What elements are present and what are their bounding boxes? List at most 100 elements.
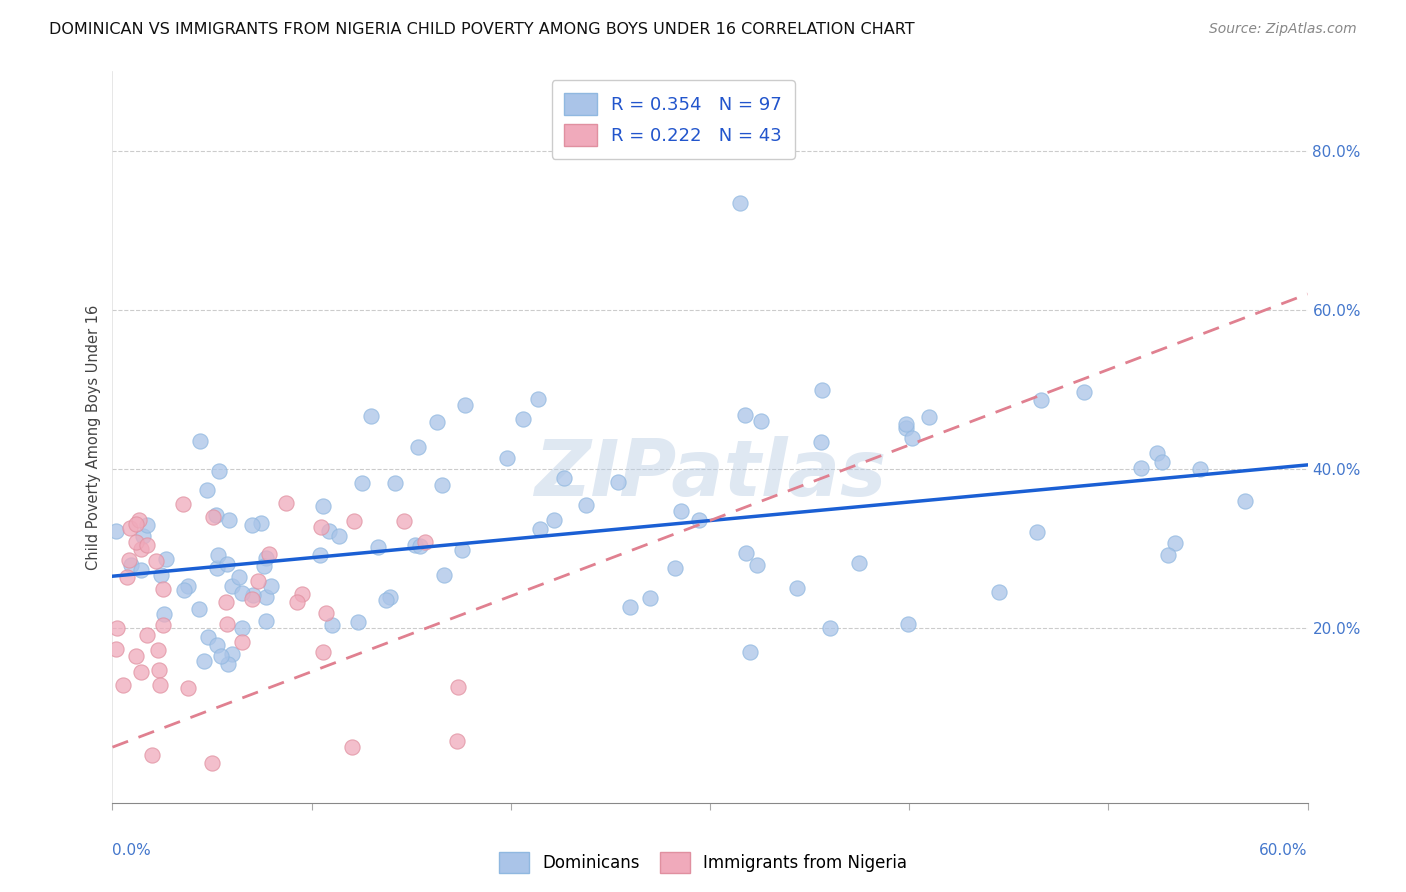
- Point: [153, 607, 176, 622]
- Legend: R = 0.354   N = 97, R = 0.222   N = 43: R = 0.354 N = 97, R = 0.222 N = 43: [551, 80, 794, 159]
- Point: [228, 570, 250, 584]
- Point: [312, 500, 335, 514]
- Text: 60.0%: 60.0%: [1260, 843, 1308, 858]
- Point: [818, 621, 841, 635]
- Point: [1164, 536, 1187, 550]
- Point: [375, 593, 398, 607]
- Point: [240, 592, 263, 607]
- Point: [1150, 455, 1173, 469]
- Point: [810, 434, 832, 449]
- Point: [188, 434, 211, 448]
- Point: [217, 557, 239, 571]
- Point: [249, 516, 271, 530]
- Point: [430, 478, 453, 492]
- Point: [207, 548, 229, 562]
- Point: [131, 563, 153, 577]
- Point: [810, 384, 832, 398]
- Point: [1073, 384, 1095, 399]
- Point: [897, 616, 920, 631]
- Point: [117, 570, 139, 584]
- Point: [145, 554, 167, 568]
- Point: [202, 510, 225, 524]
- Point: [118, 552, 141, 566]
- Point: [240, 517, 263, 532]
- Point: [671, 504, 693, 518]
- Point: [367, 541, 389, 555]
- Point: [453, 398, 475, 412]
- Point: [378, 590, 401, 604]
- Point: [553, 470, 575, 484]
- Point: [406, 440, 429, 454]
- Point: [148, 642, 170, 657]
- Point: [204, 508, 226, 522]
- Point: [231, 585, 253, 599]
- Point: [896, 417, 918, 432]
- Point: [1026, 525, 1049, 540]
- Point: [231, 635, 253, 649]
- Point: [148, 663, 170, 677]
- Point: [1189, 462, 1212, 476]
- Point: [749, 414, 772, 428]
- Point: [152, 618, 174, 632]
- Point: [512, 411, 534, 425]
- Point: [120, 558, 142, 572]
- Point: [426, 415, 449, 429]
- Point: [527, 392, 550, 407]
- Text: Source: ZipAtlas.com: Source: ZipAtlas.com: [1209, 22, 1357, 37]
- Point: [135, 517, 157, 532]
- Point: [404, 538, 426, 552]
- Point: [415, 535, 437, 549]
- Point: [132, 529, 155, 543]
- Point: [1130, 460, 1153, 475]
- Point: [350, 475, 373, 490]
- Point: [309, 549, 332, 563]
- Point: [155, 552, 177, 566]
- Point: [136, 628, 159, 642]
- Point: [209, 649, 232, 664]
- Point: [221, 579, 243, 593]
- Point: [529, 522, 551, 536]
- Point: [254, 591, 277, 605]
- Text: ZIPatlas: ZIPatlas: [534, 435, 886, 512]
- Point: [129, 665, 152, 680]
- Point: [260, 579, 283, 593]
- Point: [447, 680, 470, 694]
- Point: [150, 568, 173, 582]
- Point: [129, 541, 152, 556]
- Point: [918, 410, 941, 425]
- Point: [848, 556, 870, 570]
- Point: [195, 483, 218, 497]
- Point: [188, 601, 211, 615]
- Text: 0.0%: 0.0%: [112, 843, 152, 858]
- Point: [745, 558, 768, 573]
- Point: [141, 748, 163, 763]
- Point: [360, 409, 382, 423]
- Point: [738, 645, 761, 659]
- Point: [104, 524, 127, 539]
- Point: [105, 621, 128, 635]
- Point: [149, 678, 172, 692]
- Point: [285, 595, 308, 609]
- Point: [343, 514, 366, 528]
- Point: [638, 591, 661, 605]
- Point: [112, 678, 135, 692]
- Point: [104, 642, 127, 657]
- Point: [1146, 446, 1168, 460]
- Point: [606, 475, 628, 489]
- Point: [734, 408, 756, 422]
- Point: [257, 547, 280, 561]
- Point: [347, 615, 370, 629]
- Point: [254, 614, 277, 628]
- Point: [311, 519, 333, 533]
- Point: [276, 496, 298, 510]
- Point: [433, 568, 456, 582]
- Point: [1233, 494, 1256, 508]
- Point: [217, 617, 239, 632]
- Point: [495, 450, 517, 465]
- Point: [394, 514, 416, 528]
- Point: [177, 579, 200, 593]
- Point: [619, 600, 641, 615]
- Point: [340, 740, 363, 755]
- Point: [176, 681, 198, 696]
- Point: [1031, 392, 1053, 407]
